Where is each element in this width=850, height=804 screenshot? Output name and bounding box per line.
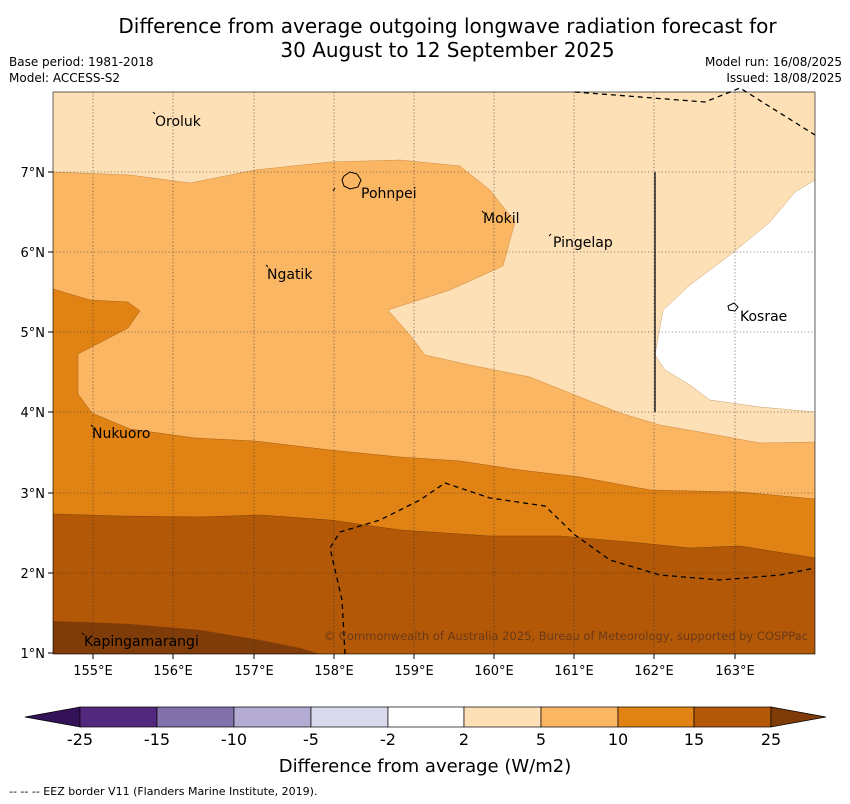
lon-label: 155°E [73, 664, 113, 679]
lat-label: 5°N [21, 326, 46, 341]
title-line-2: 30 August to 12 September 2025 [280, 38, 615, 62]
kosrae-island [727, 302, 739, 312]
issued-date: Issued: 18/08/2025 [726, 71, 842, 85]
lon-label: 158°E [314, 664, 354, 679]
colorbar-high-extend [770, 706, 827, 728]
lat-label: 1°N [21, 647, 46, 662]
lon-label: 160°E [474, 664, 514, 679]
colorbar-label: Difference from average (W/m2) [278, 756, 572, 777]
base-model-info: Base period: 1981-2018 Model: ACCESS-S2 [9, 54, 154, 86]
run-issue-info: Model run: 16/08/2025 Issued: 18/08/2025 [705, 54, 842, 86]
colorbar-segment [233, 706, 312, 728]
lat-label: 2°N [21, 567, 46, 582]
title-line-1: Difference from average outgoing longwav… [118, 14, 777, 38]
colorbar-tick: -25 [67, 730, 93, 749]
eez-borders [329, 87, 816, 655]
colorbar-low-extend [24, 706, 81, 728]
lon-label: 162°E [634, 664, 674, 679]
colorbar-ticks: -25 -15 -10 -5 -2 2 5 10 15 25 [67, 730, 781, 749]
model-name: Model: ACCESS-S2 [9, 71, 121, 85]
base-period: Base period: 1981-2018 [9, 55, 154, 69]
lon-label: 156°E [153, 664, 193, 679]
islands [81, 111, 739, 636]
colorbar-tick: 2 [459, 730, 469, 749]
colorbar-tick: 15 [684, 730, 704, 749]
place-ngatik: Ngatik [267, 267, 313, 283]
lat-label: 7°N [21, 166, 46, 181]
colorbar-segment [617, 706, 695, 728]
colorbar-segment [156, 706, 235, 728]
place-nukuoro: Nukuoro [92, 426, 150, 442]
map-title: Difference from average outgoing longwav… [0, 14, 850, 62]
lat-tick-labels: 7°N 6°N 5°N 4°N 3°N 2°N 1°N [21, 166, 46, 662]
contour-fields [53, 92, 815, 654]
colorbar-tick: 25 [761, 730, 781, 749]
colorbar-segment [79, 706, 158, 728]
band-above-25 [53, 621, 320, 654]
colorbar [24, 706, 827, 728]
lon-label: 159°E [394, 664, 434, 679]
pohnpei-island [341, 171, 362, 190]
colorbar-segment [387, 706, 465, 728]
lat-label: 6°N [21, 246, 46, 261]
lat-label: 4°N [21, 406, 46, 421]
model-run: Model run: 16/08/2025 [704, 55, 842, 69]
lat-label: 3°N [21, 487, 46, 502]
lat-tick-marks [48, 171, 53, 654]
colorbar-tick: 10 [608, 730, 628, 749]
colorbar-tick: -2 [380, 730, 396, 749]
place-pohnpei: Pohnpei [361, 186, 417, 202]
place-mokil: Mokil [483, 211, 520, 227]
lon-label: 163°E [715, 664, 755, 679]
place-kapingamarangi: Kapingamarangi [84, 634, 199, 650]
gridlines [53, 92, 815, 654]
colorbar-segment [540, 706, 619, 728]
colorbar-tick: -5 [303, 730, 319, 749]
place-pingelap: Pingelap [553, 235, 613, 251]
colorbar-tick: -15 [144, 730, 170, 749]
colorbar-tick: -10 [221, 730, 247, 749]
lon-label: 157°E [234, 664, 274, 679]
band-15-25 [53, 513, 815, 654]
place-kosrae: Kosrae [740, 309, 787, 325]
place-oroluk: Oroluk [155, 114, 202, 130]
place-labels: Oroluk Pohnpei Mokil Pingelap Ngatik Kos… [84, 114, 787, 650]
copyright-text: © Commonwealth of Australia 2025, Bureau… [324, 629, 808, 643]
lon-label: 161°E [554, 664, 594, 679]
lon-tick-marks [92, 654, 736, 659]
eez-footnote: -- -- -- EEZ border V11 (Flanders Marine… [9, 785, 318, 798]
colorbar-segment [693, 706, 772, 728]
colorbar-tick: 5 [536, 730, 546, 749]
colorbar-segment [463, 706, 542, 728]
lon-tick-labels: 155°E 156°E 157°E 158°E 159°E 160°E 161°… [73, 664, 755, 679]
map-frame [52, 91, 816, 655]
colorbar-segment [310, 706, 389, 728]
